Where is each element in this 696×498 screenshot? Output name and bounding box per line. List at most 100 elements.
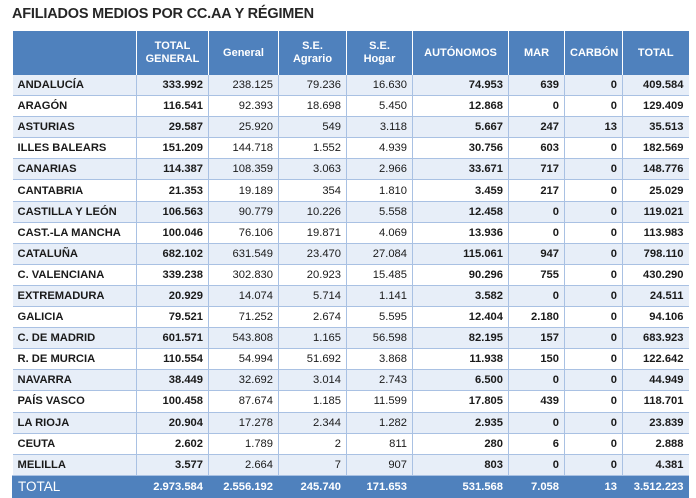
table-row: CEUTA 2.602 1.789 2 811 280 6 0 2.888 (12, 433, 689, 455)
cell-mar: 157 (508, 327, 565, 350)
header-mar: MAR (508, 31, 565, 75)
cell-mar: 0 (508, 222, 565, 244)
cell-general: 71.252 (208, 306, 279, 329)
header-general: General (208, 31, 279, 75)
cell-carbon: 0 (564, 369, 623, 392)
cell-region: CAST.-LA MANCHA (12, 222, 137, 244)
cell-carbon: 0 (564, 75, 623, 97)
table-row: ARAGÓN 116.541 92.393 18.698 5.450 12.868 0 0 12… (12, 95, 689, 118)
cell-total: 119.021 (622, 201, 689, 223)
header-text-line: Hogar (363, 53, 396, 65)
cell-total-general: 116.541 (136, 95, 209, 118)
table-row: PAÍS VASCO 100.458 87.674 1.185 11.599 17.805… (12, 390, 689, 413)
header-text-line: S.E. (369, 40, 390, 52)
cell-general: 87.674 (208, 390, 279, 413)
cell-region: C. DE MADRID (12, 327, 137, 350)
cell-se-hogar: 56.598 (346, 327, 413, 350)
cell-se-hogar: 1.141 (346, 285, 413, 308)
cell-se-agrario: 1.552 (278, 137, 347, 160)
table-row: C. DE MADRID 601.571 543.808 1.165 56.598 82.… (12, 327, 689, 350)
cell-autonomos: 115.061 (412, 243, 509, 265)
cell-general: 1.789 (208, 433, 279, 455)
cell-total: 23.839 (622, 412, 689, 434)
cell-mar: 0 (508, 95, 565, 118)
total-region: TOTAL (12, 475, 137, 498)
cell-region: CANTABRIA (12, 179, 137, 202)
cell-mar: 247 (508, 116, 565, 139)
table-row: GALICIA 79.521 71.252 2.674 5.595 12.404 2.180… (12, 306, 689, 329)
cell-general: 238.125 (208, 75, 279, 97)
cell-mar: 639 (508, 75, 565, 97)
cell-se-hogar: 27.084 (346, 243, 413, 265)
cell-carbon: 0 (564, 95, 623, 118)
cell-region: ANDALUCÍA (12, 75, 137, 97)
header-autonomos: AUTÓNOMOS (412, 31, 509, 75)
header-text-line: GENERAL (145, 53, 200, 65)
cell-autonomos: 74.953 (412, 75, 509, 97)
cell-se-hogar: 1.810 (346, 179, 413, 202)
table-row: NAVARRA 38.449 32.692 3.014 2.743 6.500 0 0 44.9… (12, 369, 689, 392)
cell-total-general: 21.353 (136, 179, 209, 202)
cell-total-general: 38.449 (136, 369, 209, 392)
cell-autonomos: 803 (412, 454, 509, 476)
affiliates-table: TOTAL GENERAL General S.E. Agrario S.E. Hog… (12, 31, 689, 498)
table-row: ANDALUCÍA 333.992 238.125 79.236 16.630 74.95… (12, 75, 689, 97)
cell-total: 24.511 (622, 285, 689, 308)
cell-region: CANARIAS (12, 158, 137, 181)
cell-se-hogar: 907 (346, 454, 413, 476)
cell-total-general: 114.387 (136, 158, 209, 181)
table-row: R. DE MURCIA 110.554 54.994 51.692 3.868 11.9… (12, 348, 689, 371)
total-total-general: 2.973.584 (136, 475, 209, 498)
cell-region: C. VALENCIANA (12, 264, 137, 286)
header-total-general: TOTAL GENERAL (136, 31, 209, 75)
cell-autonomos: 90.296 (412, 264, 509, 286)
cell-se-agrario: 3.014 (278, 369, 347, 392)
cell-se-hogar: 5.558 (346, 201, 413, 223)
cell-total: 35.513 (622, 116, 689, 139)
cell-se-hogar: 11.599 (346, 390, 413, 413)
header-text-line: AUTÓNOMOS (424, 46, 497, 59)
cell-region: ASTURIAS (12, 116, 137, 139)
cell-mar: 0 (508, 454, 565, 476)
cell-carbon: 0 (564, 306, 623, 329)
cell-mar: 603 (508, 137, 565, 160)
cell-mar: 717 (508, 158, 565, 181)
total-se-agrario: 245.740 (278, 475, 347, 498)
cell-mar: 2.180 (508, 306, 565, 329)
table-row: MELILLA 3.577 2.664 7 907 803 0 0 4.381 (12, 454, 689, 476)
cell-se-agrario: 23.470 (278, 243, 347, 265)
cell-region: PAÍS VASCO (12, 390, 137, 413)
cell-se-agrario: 7 (278, 454, 347, 476)
cell-mar: 439 (508, 390, 565, 413)
cell-total: 2.888 (622, 433, 689, 455)
table-row: EXTREMADURA 20.929 14.074 5.714 1.141 3.582 0 0… (12, 285, 689, 308)
header-text-line: CARBÓN (570, 46, 619, 59)
total-mar: 7.058 (508, 475, 565, 498)
cell-autonomos: 17.805 (412, 390, 509, 413)
cell-se-hogar: 3.118 (346, 116, 413, 139)
cell-general: 17.278 (208, 412, 279, 434)
cell-general: 14.074 (208, 285, 279, 308)
cell-carbon: 0 (564, 137, 623, 160)
cell-carbon: 13 (564, 116, 623, 139)
cell-autonomos: 30.756 (412, 137, 509, 160)
cell-total: 4.381 (622, 454, 689, 476)
table-row: LA RIOJA 20.904 17.278 2.344 1.282 2.935 0 0 23.… (12, 412, 689, 434)
cell-carbon: 0 (564, 179, 623, 202)
cell-total-general: 106.563 (136, 201, 209, 223)
cell-carbon: 0 (564, 243, 623, 265)
cell-region: GALICIA (12, 306, 137, 329)
cell-total: 683.923 (622, 327, 689, 350)
table-body: ANDALUCÍA 333.992 238.125 79.236 16.630 74.95… (12, 75, 689, 476)
cell-carbon: 0 (564, 433, 623, 455)
cell-total: 25.029 (622, 179, 689, 202)
table-row: CATALUÑA 682.102 631.549 23.470 27.084 115.06… (12, 243, 689, 265)
page-title: AFILIADOS MEDIOS POR CC.AA Y RÉGIMEN (12, 6, 314, 22)
header-text-line: MAR (523, 46, 550, 59)
cell-se-agrario: 51.692 (278, 348, 347, 371)
cell-total-general: 601.571 (136, 327, 209, 350)
cell-general: 32.692 (208, 369, 279, 392)
header-text-line: Agrario (292, 53, 333, 65)
cell-total-general: 2.602 (136, 433, 209, 455)
cell-se-hogar: 5.450 (346, 95, 413, 118)
